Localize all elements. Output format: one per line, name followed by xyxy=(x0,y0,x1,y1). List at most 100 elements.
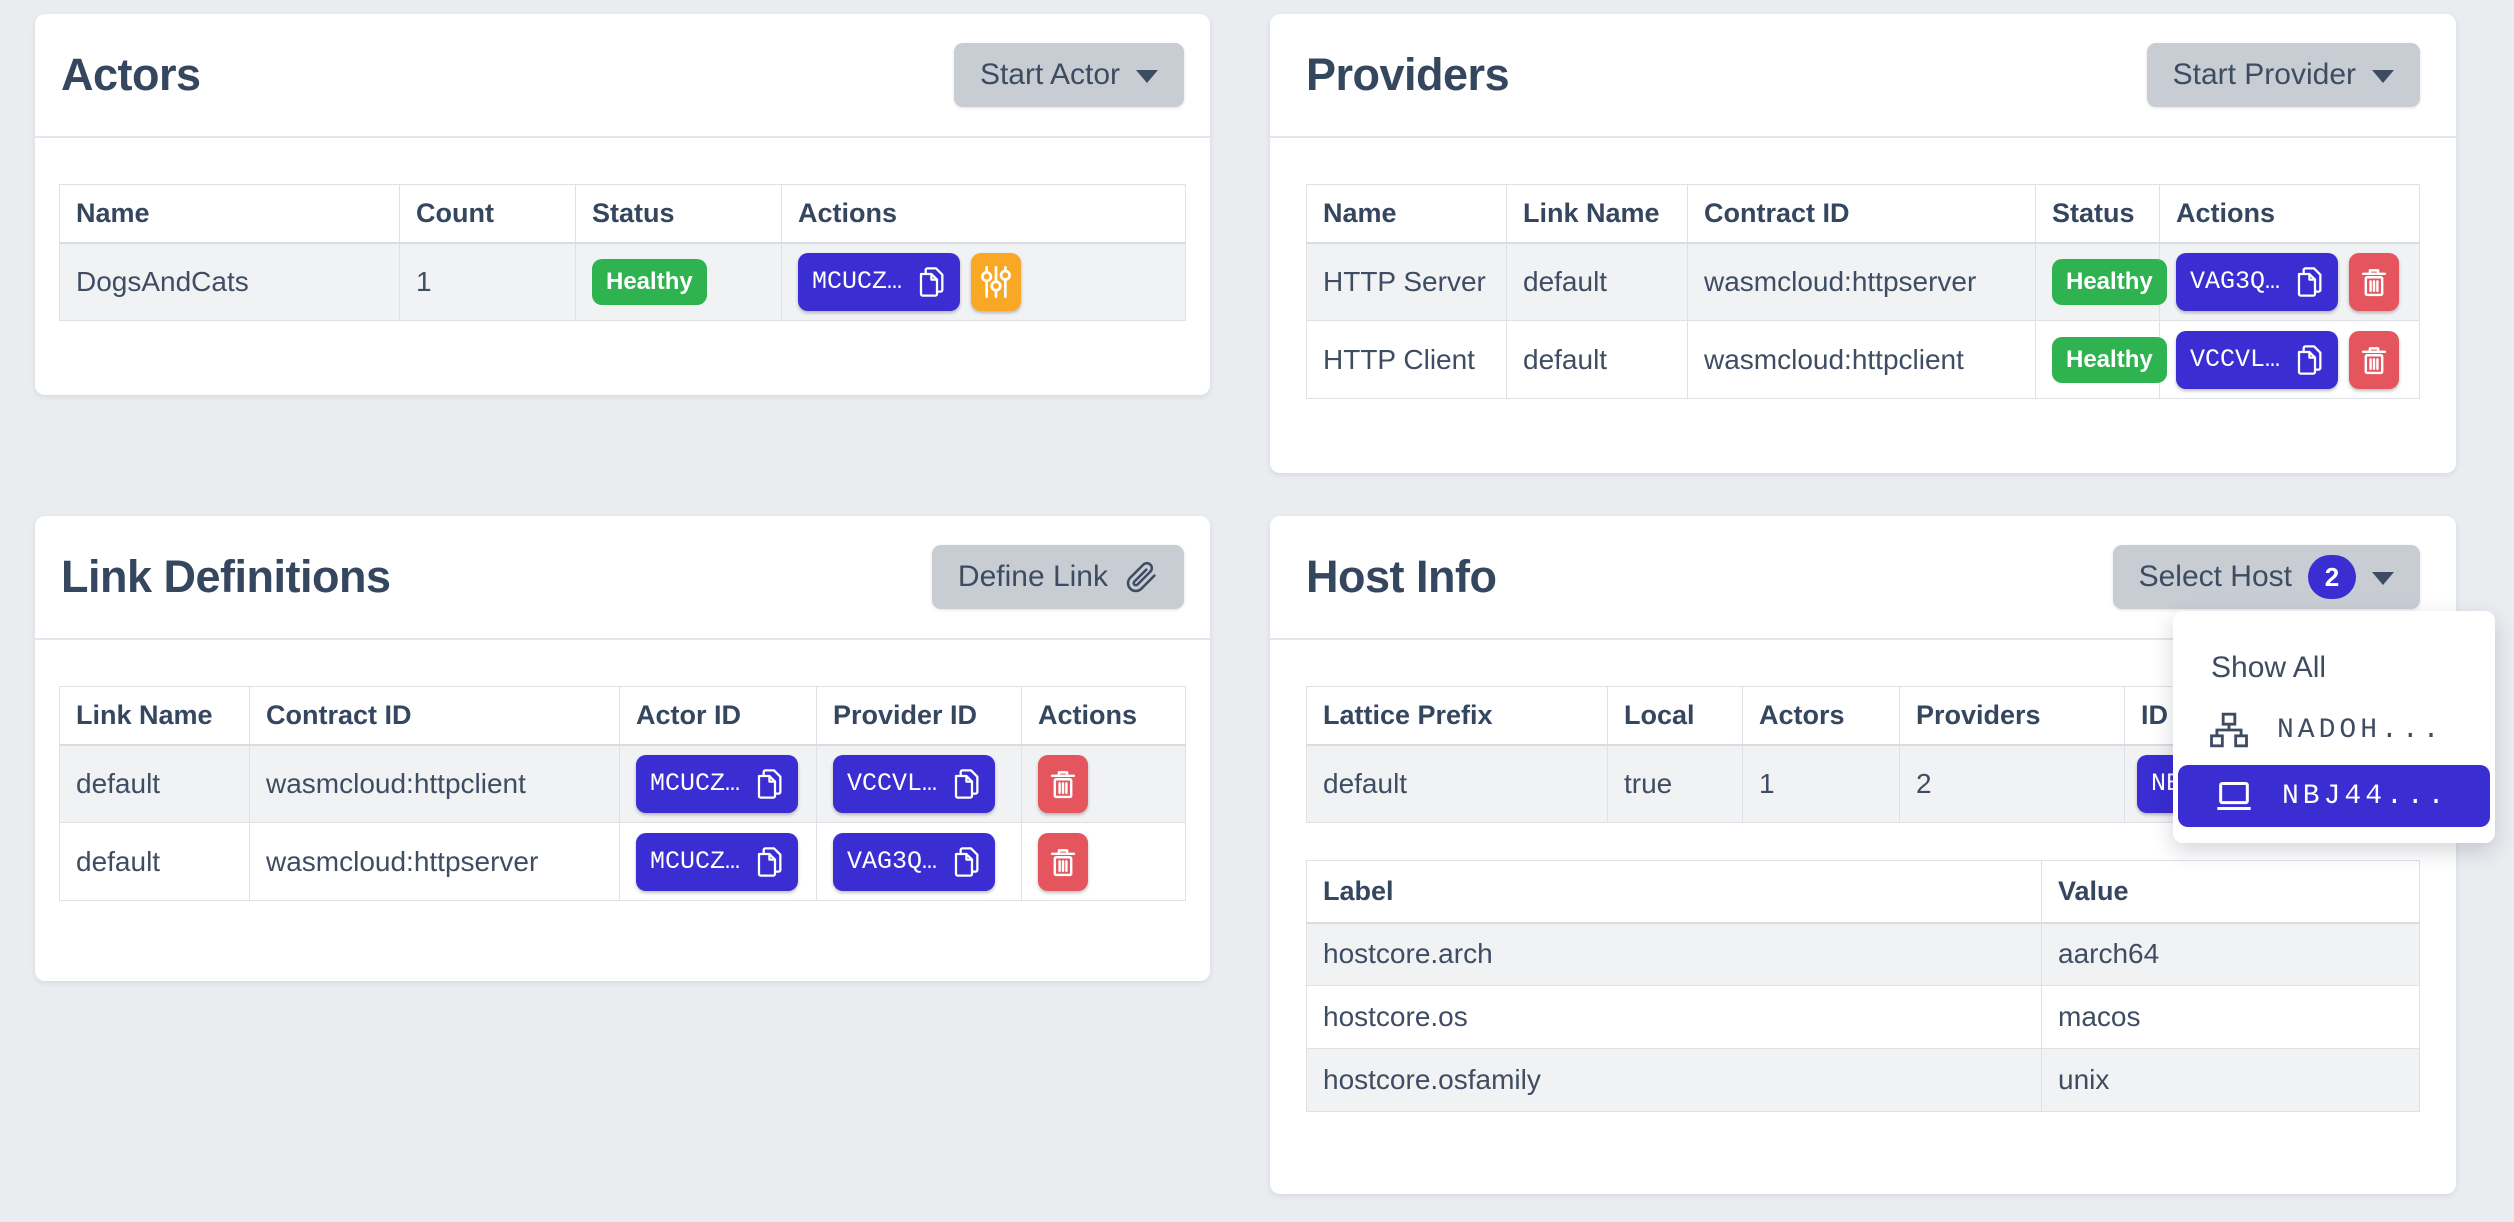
link-definitions-title: Link Definitions xyxy=(61,551,391,602)
start-provider-label: Start Provider xyxy=(2172,58,2356,91)
start-actor-button[interactable]: Start Actor xyxy=(953,43,1184,107)
host-local: true xyxy=(1607,744,1743,823)
actor-scale-button[interactable] xyxy=(971,252,1022,311)
host-label-value: unix xyxy=(2041,1048,2420,1112)
link-name: default xyxy=(59,822,250,901)
status-badge: Healthy xyxy=(592,258,707,305)
link-provider-id-label: VCCVL… xyxy=(847,769,938,799)
delete-link-button[interactable] xyxy=(1038,754,1088,813)
table-row: default wasmcloud:httpserver MCUCZ… xyxy=(59,822,1186,901)
table-row: hostcore.osfamily unix xyxy=(1306,1048,2420,1112)
start-provider-button[interactable]: Start Provider xyxy=(2146,43,2420,107)
table-row: DogsAndCats 1 Healthy MCUCZ… xyxy=(59,242,1186,321)
links-col-provider: Provider ID xyxy=(816,686,1022,746)
provider-id-label: VAG3Q… xyxy=(2190,267,2281,297)
chevron-down-icon xyxy=(2372,70,2394,83)
provider-link-name: default xyxy=(1506,242,1688,321)
link-actor-id-label: MCUCZ… xyxy=(650,847,741,876)
select-host-button[interactable]: Select Host 2 xyxy=(2112,545,2420,609)
host-col-actors: Actors xyxy=(1742,686,1900,746)
link-provider-id-label: VAG3Q… xyxy=(847,847,938,876)
dropdown-item-host[interactable]: NADOH... xyxy=(2173,699,2495,761)
link-definitions-body: Link Name Contract ID Actor ID Provider … xyxy=(35,640,1210,901)
link-actor-id-copy-button[interactable]: MCUCZ… xyxy=(636,832,799,891)
actors-panel-header: Actors Start Actor xyxy=(35,14,1210,138)
actor-id-copy-button[interactable]: MCUCZ… xyxy=(798,252,961,311)
actors-table: Name Count Status Actions DogsAndCats 1 … xyxy=(59,184,1186,321)
providers-table: Name Link Name Contract ID Status Action… xyxy=(1306,184,2420,399)
delete-link-button[interactable] xyxy=(1038,832,1088,891)
select-host-label: Select Host xyxy=(2138,560,2292,593)
provider-contract-id: wasmcloud:httpserver xyxy=(1687,242,2036,321)
sitemap-icon xyxy=(2207,711,2251,749)
chevron-down-icon xyxy=(2372,572,2394,585)
actor-count: 1 xyxy=(399,242,576,321)
providers-panel-body: Name Link Name Contract ID Status Action… xyxy=(1270,138,2456,399)
provider-name: HTTP Server xyxy=(1306,242,1507,321)
actors-panel-body: Name Count Status Actions DogsAndCats 1 … xyxy=(35,138,1210,321)
trash-icon xyxy=(2359,265,2389,299)
actor-id-label: MCUCZ… xyxy=(812,267,903,297)
providers-col-contract: Contract ID xyxy=(1687,184,2036,244)
link-definitions-header: Link Definitions Define Link xyxy=(35,516,1210,640)
status-badge: Healthy xyxy=(2052,336,2167,383)
dropdown-item-show-all[interactable]: Show All xyxy=(2173,637,2495,699)
table-row: HTTP Client default wasmcloud:httpclient… xyxy=(1306,320,2420,399)
laptop-icon xyxy=(2212,779,2256,813)
link-actor-id-copy-button[interactable]: MCUCZ… xyxy=(636,754,799,813)
host-label-value: macos xyxy=(2041,985,2420,1049)
host-labels-table: Label Value hostcore.arch aarch64 hostco… xyxy=(1306,860,2420,1112)
host-info-header: Host Info Select Host 2 xyxy=(1270,516,2456,640)
host-lattice-prefix: default xyxy=(1306,744,1608,823)
actors-col-name: Name xyxy=(59,184,400,244)
define-link-label: Define Link xyxy=(957,560,1108,593)
sliders-icon xyxy=(980,264,1012,300)
copy-icon xyxy=(2294,344,2324,376)
status-badge: Healthy xyxy=(2052,258,2167,305)
provider-id-copy-button[interactable]: VAG3Q… xyxy=(2176,252,2339,311)
providers-col-status: Status xyxy=(2035,184,2160,244)
copy-icon xyxy=(951,846,981,878)
dropdown-item-host-selected[interactable]: NBJ44... xyxy=(2178,765,2490,827)
links-col-actions: Actions xyxy=(1021,686,1186,746)
link-contract-id: wasmcloud:httpserver xyxy=(249,822,620,901)
host-label: hostcore.arch xyxy=(1306,922,2042,986)
labels-col-value: Value xyxy=(2041,860,2420,924)
stop-provider-button[interactable] xyxy=(2349,252,2400,311)
trash-icon xyxy=(1048,845,1078,879)
link-definitions-panel: Link Definitions Define Link Link Name C… xyxy=(35,516,1210,981)
link-provider-id-copy-button[interactable]: VAG3Q… xyxy=(833,832,996,891)
link-definitions-table: Link Name Contract ID Actor ID Provider … xyxy=(59,686,1186,901)
host-info-title: Host Info xyxy=(1306,551,1497,602)
links-col-linkname: Link Name xyxy=(59,686,250,746)
copy-icon xyxy=(2294,266,2324,298)
table-row: hostcore.os macos xyxy=(1306,985,2420,1049)
table-row: default wasmcloud:httpclient MCUCZ… xyxy=(59,744,1186,823)
links-col-actor: Actor ID xyxy=(619,686,817,746)
define-link-button[interactable]: Define Link xyxy=(931,545,1184,609)
labels-col-label: Label xyxy=(1306,860,2042,924)
actor-name: DogsAndCats xyxy=(59,242,400,321)
actors-col-count: Count xyxy=(399,184,576,244)
host-label: hostcore.osfamily xyxy=(1306,1048,2042,1112)
trash-icon xyxy=(1048,767,1078,801)
link-name: default xyxy=(59,744,250,823)
host-col-providers: Providers xyxy=(1899,686,2125,746)
host-col-local: Local xyxy=(1607,686,1743,746)
host-col-lattice: Lattice Prefix xyxy=(1306,686,1608,746)
host-option-label: NADOH... xyxy=(2277,714,2444,746)
copy-icon xyxy=(754,846,784,878)
show-all-label: Show All xyxy=(2211,651,2327,684)
host-label-value: aarch64 xyxy=(2041,922,2420,986)
host-providers-count: 2 xyxy=(1899,744,2125,823)
providers-col-name: Name xyxy=(1306,184,1507,244)
copy-icon xyxy=(916,266,946,298)
providers-panel: Providers Start Provider Name Link Name … xyxy=(1270,14,2456,473)
stop-provider-button[interactable] xyxy=(2349,330,2400,389)
provider-link-name: default xyxy=(1506,320,1688,399)
link-provider-id-copy-button[interactable]: VCCVL… xyxy=(833,754,996,813)
link-actor-id-label: MCUCZ… xyxy=(650,769,741,799)
link-contract-id: wasmcloud:httpclient xyxy=(249,744,620,823)
provider-id-copy-button[interactable]: VCCVL… xyxy=(2176,330,2339,389)
